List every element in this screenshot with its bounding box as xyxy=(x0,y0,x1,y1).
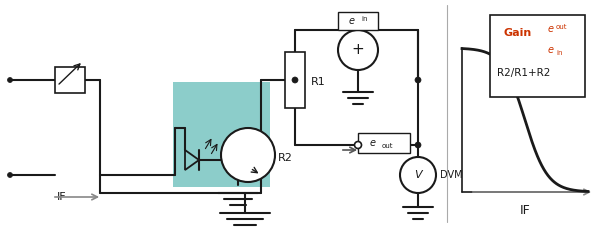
Text: e: e xyxy=(548,24,554,34)
Circle shape xyxy=(338,30,378,70)
Text: out: out xyxy=(556,24,568,30)
Bar xyxy=(358,133,410,153)
Text: DVM: DVM xyxy=(440,170,463,180)
Text: e: e xyxy=(349,16,355,26)
Text: Gain: Gain xyxy=(504,28,532,38)
Text: +: + xyxy=(352,42,364,57)
Text: in: in xyxy=(556,50,563,56)
Circle shape xyxy=(292,77,298,83)
Text: e: e xyxy=(370,138,376,148)
Bar xyxy=(173,82,270,187)
Circle shape xyxy=(221,128,275,182)
Text: IF: IF xyxy=(57,192,67,202)
Text: R2/R1+R2: R2/R1+R2 xyxy=(497,68,550,78)
Bar xyxy=(55,67,85,93)
Circle shape xyxy=(355,141,361,148)
Circle shape xyxy=(415,77,421,83)
Text: in: in xyxy=(361,16,367,22)
Text: R2: R2 xyxy=(278,153,293,163)
Text: e: e xyxy=(548,45,554,55)
Circle shape xyxy=(400,157,436,193)
Bar xyxy=(338,12,378,30)
Circle shape xyxy=(7,173,13,178)
Text: V: V xyxy=(414,170,422,180)
Circle shape xyxy=(7,77,13,82)
Circle shape xyxy=(415,142,421,148)
Bar xyxy=(285,52,305,108)
Text: IF: IF xyxy=(520,205,530,217)
Text: out: out xyxy=(382,143,394,149)
Text: R1: R1 xyxy=(311,77,326,87)
Bar xyxy=(490,15,585,97)
